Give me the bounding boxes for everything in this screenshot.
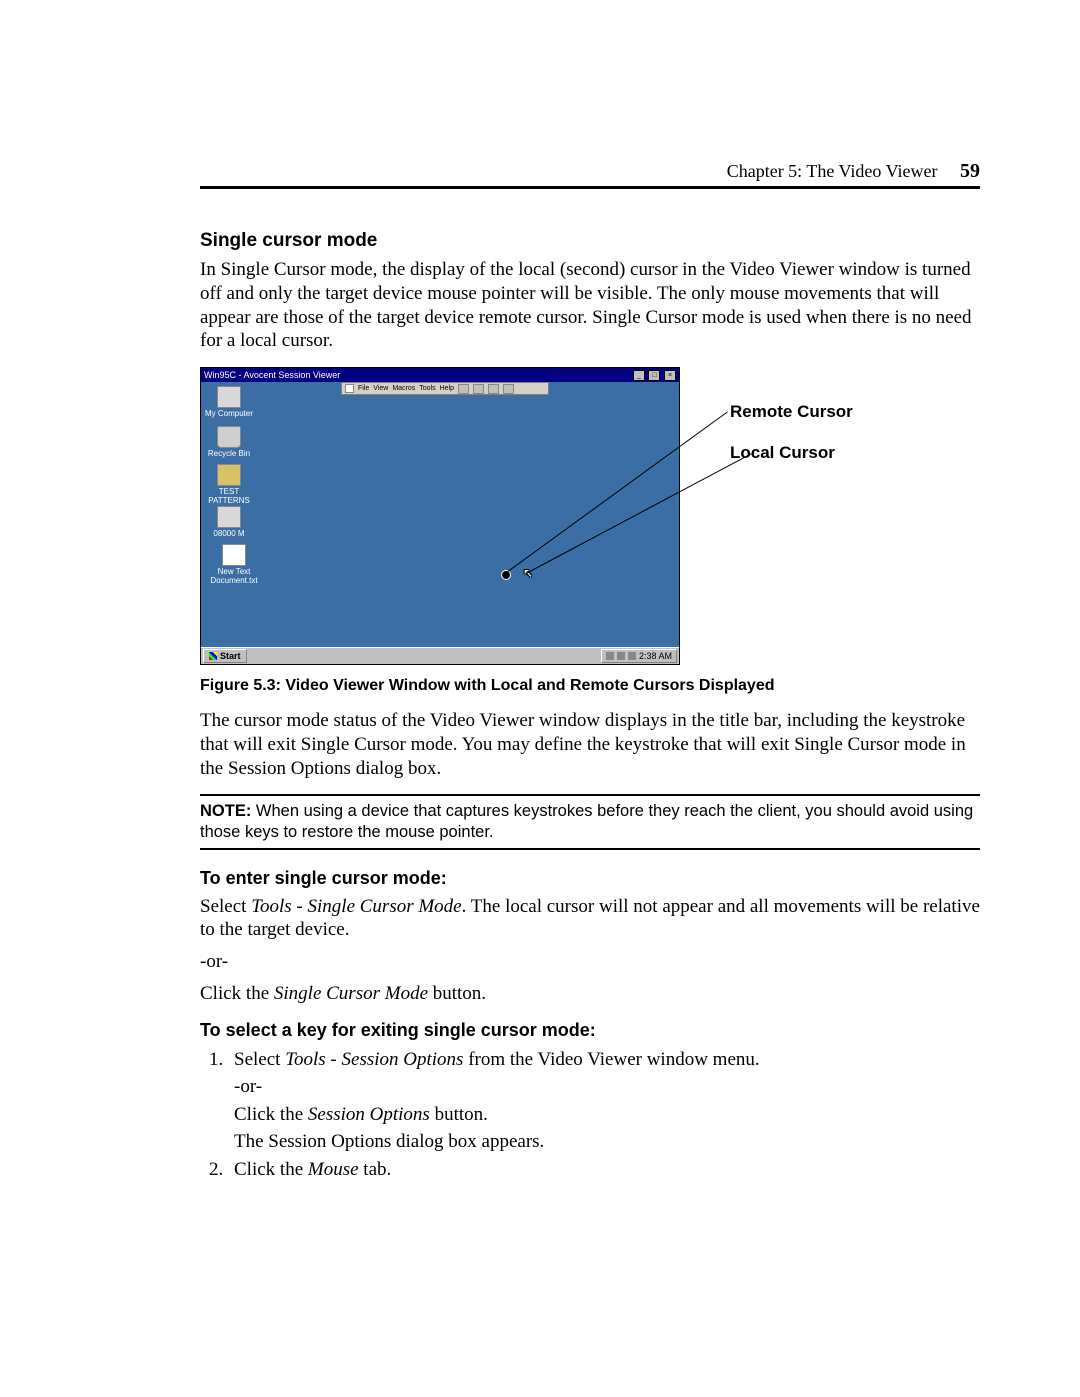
- text: tab.: [359, 1159, 392, 1180]
- tray-clock: 2:38 AM: [639, 651, 672, 661]
- note-box: NOTE: When using a device that captures …: [200, 794, 980, 849]
- text: button.: [428, 983, 486, 1004]
- procedure1-line2: Click the Single Cursor Mode button.: [200, 982, 980, 1006]
- page-number: 59: [960, 160, 980, 182]
- section-heading: Single cursor mode: [200, 230, 980, 252]
- icon-label: New Text Document.txt: [210, 567, 257, 585]
- local-cursor-arrow: ↖: [523, 566, 533, 581]
- text: Click the: [200, 983, 274, 1004]
- tray-icon: [628, 652, 636, 660]
- or-separator: -or-: [234, 1074, 980, 1100]
- button-name: Session Options: [308, 1104, 430, 1125]
- toolbar-icon: [503, 384, 514, 394]
- text: from the Video Viewer window menu.: [463, 1049, 759, 1070]
- window-control-buttons: _ □ ×: [632, 369, 676, 381]
- desktop-icon: My Computer: [204, 386, 254, 419]
- menu-view: View: [373, 385, 388, 392]
- after-figure-paragraph: The cursor mode status of the Video View…: [200, 709, 980, 780]
- document-icon: [222, 544, 246, 566]
- toolbar-icon: [458, 384, 469, 394]
- menu-path: Tools - Single Cursor Mode: [251, 896, 461, 917]
- system-tray: 2:38 AM: [601, 649, 677, 663]
- procedure1-line1: Select Tools - Single Cursor Mode. The l…: [200, 895, 980, 943]
- callout-local-cursor: Local Cursor: [730, 443, 835, 463]
- toolbar-icon: [473, 384, 484, 394]
- procedure2-steps: Select Tools - Session Options from the …: [200, 1047, 980, 1183]
- text: Click the: [234, 1104, 308, 1125]
- viewer-menubar: File View Macros Tools Help: [341, 382, 549, 395]
- window-titlebar: Win95C - Avocent Session Viewer _ □ ×: [201, 368, 679, 382]
- button-name: Single Cursor Mode: [274, 983, 428, 1004]
- section-paragraph: In Single Cursor mode, the display of th…: [200, 258, 980, 353]
- video-viewer-window: Win95C - Avocent Session Viewer _ □ × Fi…: [200, 367, 680, 665]
- icon-label: TEST PATTERNS: [208, 487, 249, 505]
- menu-help: Help: [440, 385, 454, 392]
- desktop-icon: TEST PATTERNS: [204, 464, 254, 506]
- tab-name: Mouse: [308, 1159, 359, 1180]
- figure-5-3: Win95C - Avocent Session Viewer _ □ × Fi…: [200, 367, 980, 667]
- window-title-text: Win95C - Avocent Session Viewer: [204, 370, 340, 380]
- note-label: NOTE:: [200, 802, 251, 820]
- maximize-icon: □: [648, 370, 660, 381]
- chapter-label: Chapter 5: The Video Viewer: [727, 161, 938, 181]
- minimize-icon: _: [633, 370, 645, 381]
- callout-remote-cursor: Remote Cursor: [730, 402, 853, 422]
- device-icon: [217, 506, 241, 528]
- text: Select: [234, 1049, 285, 1070]
- folder-icon: [217, 464, 241, 486]
- step-2: Click the Mouse tab.: [228, 1157, 980, 1183]
- menu-macros: Macros: [392, 385, 415, 392]
- desktop-icon: Recycle Bin: [204, 426, 254, 459]
- icon-label: Recycle Bin: [208, 449, 250, 458]
- note-text: When using a device that captures keystr…: [200, 802, 973, 841]
- recycle-bin-icon: [217, 426, 241, 448]
- text: button.: [430, 1104, 488, 1125]
- start-label: Start: [220, 651, 241, 661]
- windows-logo-icon: [209, 652, 217, 660]
- menu-file: File: [358, 385, 369, 392]
- start-button: Start: [203, 649, 247, 663]
- step-1: Select Tools - Session Options from the …: [228, 1047, 980, 1156]
- menu-path: Tools - Session Options: [285, 1049, 463, 1070]
- header-rule: [200, 186, 980, 189]
- icon-label: My Computer: [205, 409, 253, 418]
- tray-icon: [617, 652, 625, 660]
- text: Select: [200, 896, 251, 917]
- procedure-heading-enter: To enter single cursor mode:: [200, 868, 980, 889]
- running-header: Chapter 5: The Video Viewer 59: [200, 160, 980, 183]
- tray-icon: [606, 652, 614, 660]
- computer-icon: [217, 386, 241, 408]
- result-text: The Session Options dialog box appears.: [234, 1129, 980, 1155]
- figure-caption: Figure 5.3: Video Viewer Window with Loc…: [200, 677, 980, 695]
- text: Click the: [234, 1159, 308, 1180]
- desktop-icon: New Text Document.txt: [204, 544, 264, 586]
- menu-tools: Tools: [419, 385, 435, 392]
- toolbar-icon: [488, 384, 499, 394]
- icon-label: 08000 M: [213, 529, 244, 538]
- desktop-icon: 08000 M: [204, 506, 254, 539]
- procedure1-or: -or-: [200, 950, 980, 974]
- thumbnail-icon: [345, 384, 354, 393]
- procedure-heading-exitkey: To select a key for exiting single curso…: [200, 1020, 980, 1041]
- close-icon: ×: [664, 370, 676, 381]
- windows-taskbar: Start 2:38 AM: [201, 647, 679, 664]
